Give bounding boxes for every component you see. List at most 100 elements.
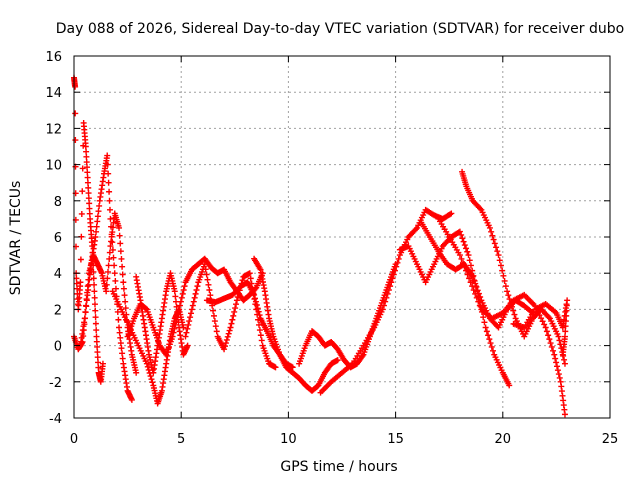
data-point xyxy=(456,228,463,235)
data-point xyxy=(495,252,502,259)
data-point xyxy=(506,296,513,303)
data-point xyxy=(82,143,89,150)
data-point xyxy=(210,307,217,314)
data-point xyxy=(91,281,98,288)
data-point xyxy=(473,294,480,301)
data-point xyxy=(463,267,470,274)
data-point xyxy=(471,277,478,284)
data-point xyxy=(552,355,559,362)
y-tick-label: 2 xyxy=(54,303,62,318)
data-point xyxy=(412,226,419,233)
data-point xyxy=(84,164,91,171)
data-point xyxy=(103,281,110,288)
data-point xyxy=(545,314,552,321)
data-point xyxy=(213,328,220,335)
data-point xyxy=(72,110,79,117)
data-point xyxy=(541,321,548,328)
data-point xyxy=(464,248,471,255)
data-point xyxy=(188,310,195,317)
y-axis-label: SDTVAR / TECUs xyxy=(8,181,24,296)
data-point xyxy=(448,210,455,217)
data-point xyxy=(95,364,102,371)
data-point xyxy=(91,294,98,301)
data-point xyxy=(109,239,116,246)
data-point xyxy=(94,343,101,350)
data-point xyxy=(94,349,101,356)
data-point xyxy=(91,288,98,295)
data-point xyxy=(84,283,91,290)
data-point xyxy=(551,351,558,358)
data-point xyxy=(117,248,124,255)
data-point xyxy=(223,336,230,343)
data-point xyxy=(473,283,480,290)
data-point xyxy=(120,285,127,292)
data-point xyxy=(84,179,91,186)
y-tick-label: 0 xyxy=(54,340,62,355)
data-point xyxy=(143,360,150,367)
data-point xyxy=(122,298,129,305)
data-point xyxy=(96,202,103,209)
data-point xyxy=(460,238,467,245)
data-point xyxy=(459,259,466,266)
data-point xyxy=(111,262,118,269)
data-point xyxy=(106,255,113,262)
y-tick-label: 6 xyxy=(54,231,62,246)
data-point xyxy=(556,337,563,344)
data-point xyxy=(221,343,228,350)
data-point xyxy=(133,369,140,376)
data-point xyxy=(201,261,208,268)
data-point xyxy=(90,275,97,282)
data-point xyxy=(251,291,258,298)
data-point xyxy=(174,314,181,321)
data-point xyxy=(190,298,197,305)
data-point xyxy=(387,283,394,290)
data-point xyxy=(555,371,562,378)
data-point xyxy=(83,153,90,160)
data-point xyxy=(112,285,119,292)
data-point xyxy=(379,306,386,313)
data-point xyxy=(246,270,253,277)
data-point xyxy=(505,292,512,299)
data-point xyxy=(486,336,493,343)
data-point xyxy=(538,315,545,322)
data-point xyxy=(180,287,187,294)
data-point xyxy=(77,279,84,286)
data-point xyxy=(93,338,100,345)
x-tick-label: 25 xyxy=(602,432,619,447)
series-sat-g xyxy=(182,261,279,371)
data-point xyxy=(83,296,90,303)
data-point xyxy=(390,271,397,278)
data-point xyxy=(221,346,228,353)
data-point xyxy=(179,290,186,297)
data-point xyxy=(469,273,476,280)
data-point xyxy=(93,327,100,334)
data-point xyxy=(545,332,552,339)
data-point xyxy=(86,205,93,212)
data-point xyxy=(119,355,126,362)
x-tick-label: 10 xyxy=(280,432,297,447)
data-point xyxy=(171,325,178,332)
data-point xyxy=(224,333,231,340)
data-point xyxy=(85,276,92,283)
y-tick-label: 10 xyxy=(45,159,62,174)
data-point xyxy=(506,382,513,389)
data-point xyxy=(149,379,156,386)
data-point xyxy=(175,310,182,317)
data-point xyxy=(95,359,102,366)
data-point xyxy=(144,363,151,370)
x-tick-label: 20 xyxy=(495,432,512,447)
data-point xyxy=(496,257,503,264)
y-tick-label: -2 xyxy=(49,376,62,391)
data-point xyxy=(92,314,99,321)
data-point xyxy=(555,333,562,340)
data-point xyxy=(91,301,98,308)
data-point xyxy=(289,364,296,371)
data-point xyxy=(228,320,235,327)
data-point xyxy=(564,297,571,304)
data-point xyxy=(92,307,99,314)
data-point xyxy=(252,295,259,302)
y-tick-label: 8 xyxy=(54,195,62,210)
data-point xyxy=(206,287,213,294)
data-point xyxy=(481,319,488,326)
